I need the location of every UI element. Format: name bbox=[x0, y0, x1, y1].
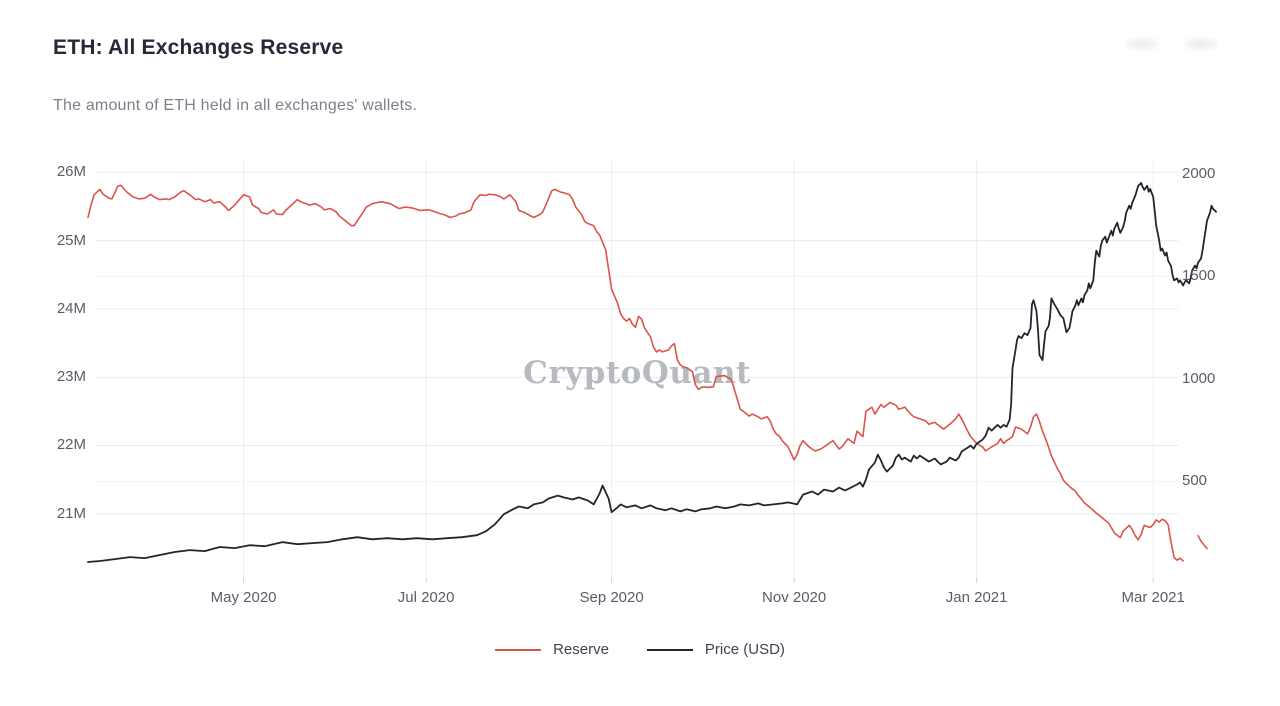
x-tick-Jul-2020: Jul 2020 bbox=[397, 589, 455, 606]
reserve-line-tail bbox=[1197, 534, 1208, 550]
y-left-tick-22M: 22M bbox=[56, 436, 86, 454]
chart-subtitle: The amount of ETH held in all exchanges'… bbox=[53, 97, 418, 114]
x-tick-Jan-2021: Jan 2021 bbox=[945, 589, 1008, 606]
legend-item-price[interactable]: Price (USD) bbox=[646, 641, 785, 658]
y-left-tick-25M: 25M bbox=[56, 231, 86, 249]
y-right-tick-2000: 2000 bbox=[1182, 164, 1216, 182]
x-tick-Nov-2020: Nov 2020 bbox=[762, 589, 827, 606]
x-tick-May-2020: May 2020 bbox=[210, 589, 277, 606]
chart-legend: Reserve Price (USD) bbox=[0, 641, 1280, 658]
reserve-line bbox=[87, 184, 1184, 562]
legend-label-price: Price (USD) bbox=[704, 641, 785, 658]
y-left-tick-21M: 21M bbox=[56, 504, 86, 522]
y-left-tick-23M: 23M bbox=[56, 368, 86, 386]
legend-label-reserve: Reserve bbox=[553, 641, 609, 658]
price-line bbox=[87, 182, 1217, 563]
x-tick-Mar-2021: Mar 2021 bbox=[1121, 589, 1185, 606]
cryptoquant-watermark: CryptoQuant bbox=[523, 355, 751, 391]
y-left-tick-24M: 24M bbox=[56, 299, 86, 317]
y-right-tick-1500: 1500 bbox=[1182, 267, 1216, 285]
reserve-line-swatch bbox=[495, 648, 542, 651]
x-tick-Sep-2020: Sep 2020 bbox=[579, 589, 644, 606]
chart-action-button-left[interactable] bbox=[1124, 37, 1160, 51]
price-line-swatch bbox=[646, 648, 693, 651]
legend-item-reserve[interactable]: Reserve bbox=[495, 641, 609, 658]
y-left-tick-26M: 26M bbox=[56, 163, 86, 181]
y-right-tick-500: 500 bbox=[1182, 472, 1208, 490]
y-right-tick-1000: 1000 bbox=[1182, 369, 1216, 387]
chart-title: ETH: All Exchanges Reserve bbox=[53, 36, 344, 59]
chart-action-button-right[interactable] bbox=[1183, 37, 1219, 51]
